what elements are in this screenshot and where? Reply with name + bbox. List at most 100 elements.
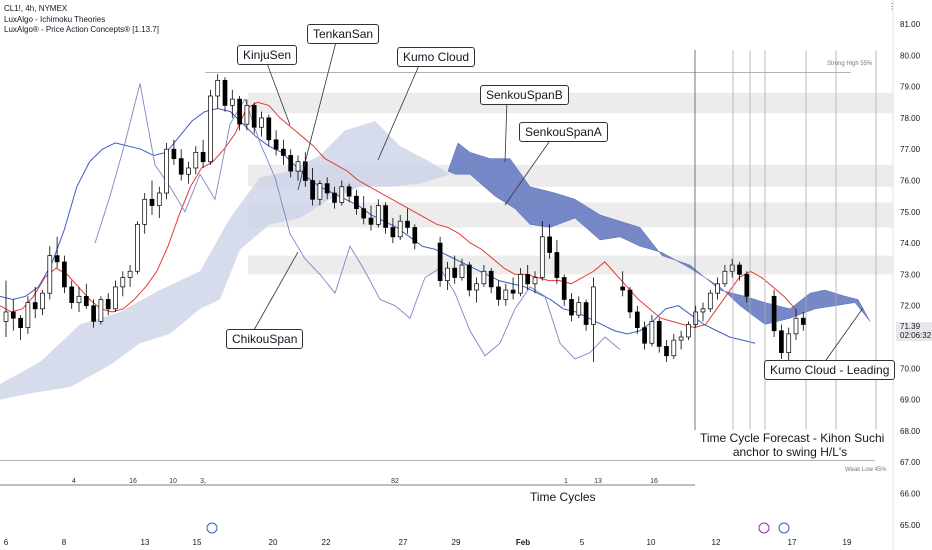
candle xyxy=(693,311,699,325)
y-tick-label: 78.00 xyxy=(900,114,921,123)
cycle-count-label: 3, xyxy=(200,478,206,485)
candle xyxy=(576,302,582,316)
indicator-ichimoku[interactable]: LuxAlgo - Ichimoku Theories xyxy=(4,14,106,24)
candle xyxy=(310,180,315,200)
candle xyxy=(786,333,792,353)
y-tick-label: 80.00 xyxy=(900,51,921,60)
x-tick-label: 12 xyxy=(712,538,721,547)
forecast-line-1: Time Cycle Forecast - Kihon Suchi xyxy=(700,431,885,445)
candle xyxy=(288,155,294,172)
candle xyxy=(215,79,221,97)
candle xyxy=(127,270,133,278)
candle xyxy=(715,283,720,294)
tenkan-line xyxy=(0,101,796,329)
candle xyxy=(324,183,330,194)
y-tick-label: 73.00 xyxy=(900,270,921,279)
callout-kumo: Kumo Cloud xyxy=(397,47,476,67)
candle xyxy=(532,277,538,285)
candles xyxy=(3,74,806,363)
candle xyxy=(452,267,458,278)
candle xyxy=(295,161,301,172)
candle xyxy=(405,220,410,228)
last-price: 71.39 xyxy=(900,322,921,331)
candle xyxy=(32,302,38,310)
callout-pointer xyxy=(253,251,299,331)
candle xyxy=(569,299,574,316)
resistance-zone xyxy=(248,92,893,114)
candle xyxy=(10,311,16,319)
candle xyxy=(62,261,67,288)
indicator-pac[interactable]: LuxAlgo® - Price Action Concepts® [1.13.… xyxy=(4,25,159,34)
x-tick-label: 13 xyxy=(141,538,150,547)
candle xyxy=(18,317,23,328)
candle xyxy=(383,205,388,228)
candle xyxy=(437,242,443,282)
candle xyxy=(707,292,713,310)
candle xyxy=(686,324,691,338)
candle xyxy=(237,98,242,125)
callout-pointer xyxy=(264,57,291,126)
x-tick-label: 17 xyxy=(788,538,797,547)
callout-span-a: SenkouSpanA xyxy=(519,122,608,142)
event-badge-icon xyxy=(206,522,218,534)
forecast-note: Time Cycle Forecast - Kihon Suchi anchor… xyxy=(700,431,885,459)
cycle-count-label: 1 xyxy=(564,478,568,485)
x-tick-label: 10 xyxy=(647,538,656,547)
candle xyxy=(634,311,640,328)
candle xyxy=(649,321,655,344)
callout-chikou: ChikouSpan xyxy=(226,329,304,349)
candle xyxy=(737,264,742,275)
candle xyxy=(481,270,487,285)
candle xyxy=(186,167,191,175)
candle xyxy=(91,305,96,322)
candle xyxy=(518,274,523,294)
y-tick-label: 75.00 xyxy=(900,208,921,217)
candle xyxy=(113,286,118,310)
candle xyxy=(412,227,418,244)
event-badge-icon xyxy=(778,522,790,534)
candle xyxy=(627,289,633,313)
resistance-zones xyxy=(0,72,893,462)
candle xyxy=(503,289,509,300)
candle xyxy=(779,330,784,353)
candle xyxy=(466,264,472,291)
candle xyxy=(793,317,799,335)
cycle-count-label: 13 xyxy=(594,478,602,485)
strong-high-label: Strong High 55% xyxy=(827,61,873,67)
candle xyxy=(671,339,677,357)
chart-legend: CL1!, 4h, NYMEX LuxAlgo - Ichimoku Theor… xyxy=(4,4,159,36)
candle xyxy=(244,105,250,125)
kumo-past xyxy=(0,121,450,400)
more-icon[interactable]: ⋮ xyxy=(888,2,896,11)
candle xyxy=(554,252,560,278)
candle xyxy=(375,205,381,225)
candle xyxy=(800,317,806,325)
axes: 65.0066.0067.0068.0069.0070.0071.0072.00… xyxy=(4,0,921,550)
candle xyxy=(69,286,75,303)
candle xyxy=(149,198,155,206)
cycle-count-label: 16 xyxy=(129,478,137,485)
candle xyxy=(583,302,589,325)
candle xyxy=(390,227,396,238)
candle xyxy=(510,289,516,294)
candle xyxy=(459,264,465,278)
callout-pointer xyxy=(825,307,864,361)
candle xyxy=(354,195,359,210)
candle xyxy=(259,117,264,128)
candle xyxy=(266,117,272,141)
candle xyxy=(474,283,479,291)
callout-kijun: KinjuSen xyxy=(237,45,298,65)
candle xyxy=(346,186,352,197)
candle xyxy=(332,192,337,203)
candle xyxy=(135,223,140,272)
y-tick-label: 65.00 xyxy=(900,521,921,530)
time-cycles-label: Time Cycles xyxy=(530,490,596,504)
candle xyxy=(40,292,45,310)
forecast-line-2: anchor to swing H/L's xyxy=(732,445,848,459)
x-tick-label: 22 xyxy=(322,538,331,547)
candle xyxy=(361,208,367,219)
candle xyxy=(729,264,735,272)
candle xyxy=(178,158,184,175)
candle xyxy=(561,277,567,300)
candle xyxy=(642,327,647,344)
